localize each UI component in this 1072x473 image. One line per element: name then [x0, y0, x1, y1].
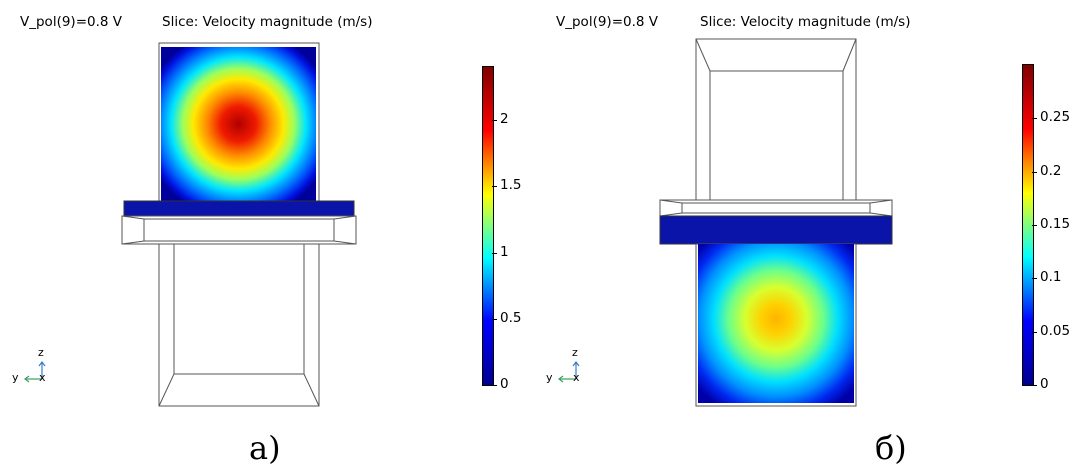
panel-a: V_pol(9)=0.8 V Slice: Velocity magnitude…	[12, 14, 521, 467]
colorbar-gradient	[482, 66, 494, 386]
parameter-label: V_pol(9)=0.8 V	[20, 14, 122, 30]
colorbar-tick-label: 0.5	[500, 310, 522, 326]
colorbar-tick	[492, 385, 497, 386]
axis-z-label: z	[38, 346, 44, 359]
membrane-slab	[123, 200, 355, 217]
colorbar-tick	[492, 120, 497, 121]
model-geometry-view	[659, 38, 893, 407]
velocity-slice-upper	[161, 47, 316, 201]
spacer-frame-inner	[143, 218, 335, 242]
axis-x-label: x	[39, 371, 46, 384]
model-geometry-view	[121, 42, 357, 407]
colorbar: 0 0.05 0.1 0.15 0.2 0.25	[1022, 64, 1072, 392]
axis-triad: z y x	[546, 346, 596, 386]
axis-z-label: z	[572, 346, 578, 359]
velocity-slice-lower	[698, 244, 854, 403]
lower-chamber-inner	[173, 243, 305, 375]
figure-caption: a)	[249, 429, 281, 467]
spacer-frame-inner	[681, 202, 871, 214]
plot-title: Slice: Velocity magnitude (m/s)	[700, 14, 911, 30]
colorbar-tick-label: 0.1	[1040, 269, 1062, 285]
axis-x-label: x	[573, 371, 580, 384]
colorbar-tick-label: 0	[500, 376, 509, 392]
colorbar-tick-label: 0.15	[1040, 216, 1071, 232]
colorbar-tick-label: 1.5	[500, 177, 522, 193]
spacer-frame-outer	[121, 215, 357, 245]
plot-title: Slice: Velocity magnitude (m/s)	[162, 14, 373, 30]
colorbar-tick-label: 0.05	[1040, 323, 1071, 339]
lower-chamber-outline	[158, 243, 320, 407]
colorbar-tick-label: 2	[500, 111, 509, 127]
colorbar: 0 0.5 1 1.5 2	[482, 66, 542, 392]
colorbar-tick	[492, 319, 497, 320]
colorbar-tick	[1032, 118, 1037, 119]
colorbar-tick	[1032, 225, 1037, 226]
upper-chamber-inner	[709, 70, 844, 201]
colorbar-tick	[1032, 385, 1037, 386]
colorbar-tick	[492, 253, 497, 254]
axis-triad: z y x	[12, 346, 62, 386]
upper-chamber-outline	[695, 38, 857, 201]
colorbar-tick-label: 0.2	[1040, 163, 1062, 179]
colorbar-tick	[1032, 278, 1037, 279]
colorbar-tick	[1032, 332, 1037, 333]
panel-b: V_pol(9)=0.8 V Slice: Velocity magnitude…	[536, 0, 1072, 473]
axis-y-label: y	[12, 371, 19, 384]
colorbar-tick-label: 0.25	[1040, 109, 1071, 125]
colorbar-tick-label: 0	[1040, 376, 1049, 392]
colorbar-tick	[1032, 172, 1037, 173]
spacer-frame-outer	[659, 199, 893, 217]
colorbar-tick-label: 1	[500, 244, 509, 260]
colorbar-tick	[492, 186, 497, 187]
axis-y-label: y	[546, 371, 553, 384]
figure-caption: б)	[875, 429, 907, 467]
membrane-slab	[659, 215, 893, 245]
parameter-label: V_pol(9)=0.8 V	[556, 14, 658, 30]
